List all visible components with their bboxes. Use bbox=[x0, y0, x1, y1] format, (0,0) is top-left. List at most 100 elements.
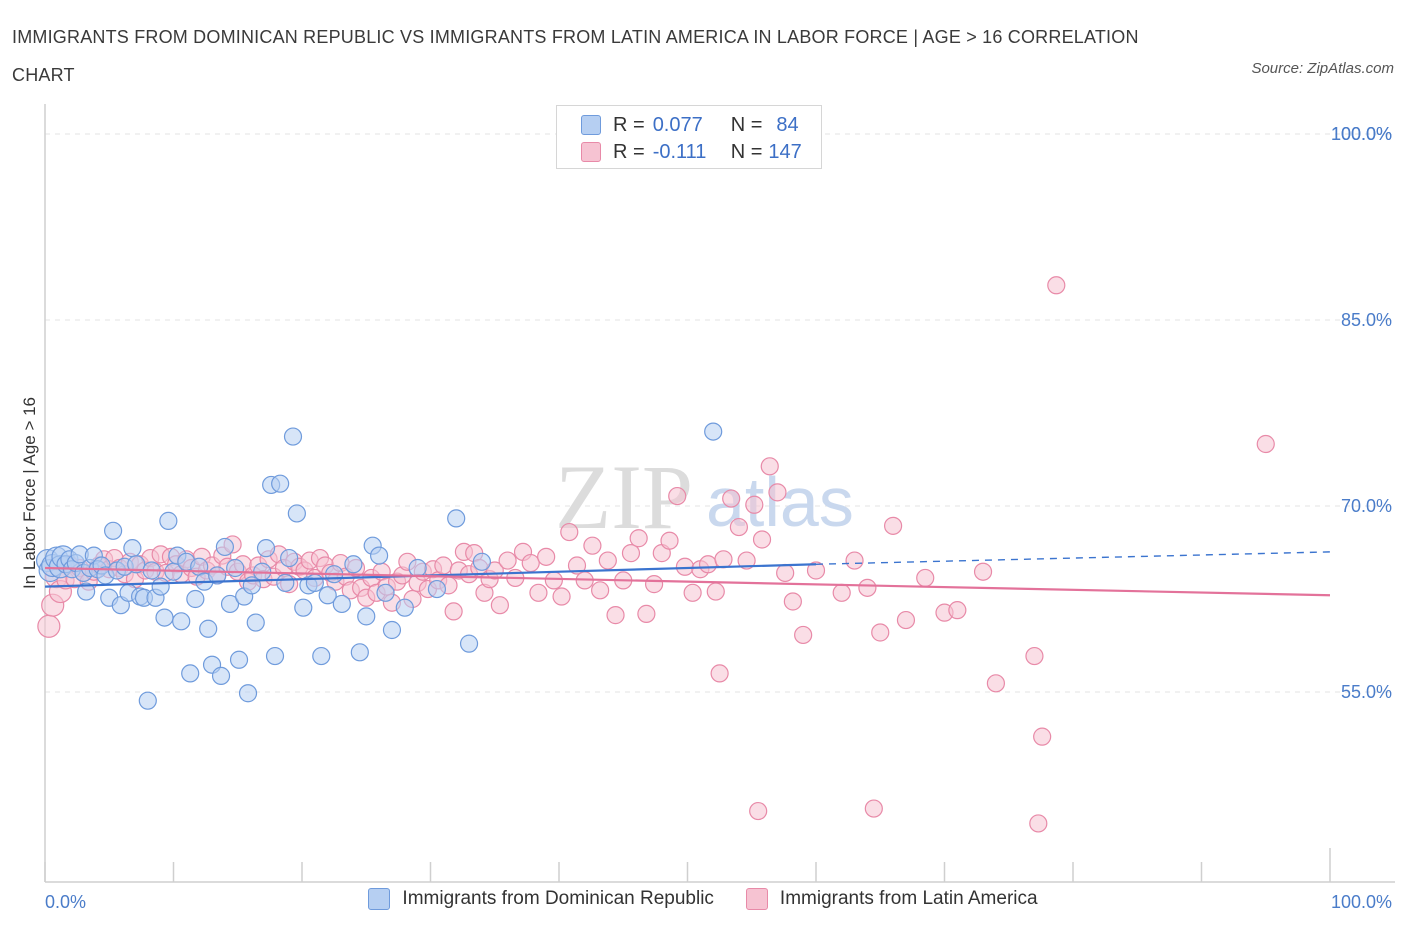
dominican-point bbox=[256, 539, 276, 558]
latin-america-point bbox=[973, 562, 993, 581]
dominican-point bbox=[280, 548, 299, 568]
latin-america-point bbox=[434, 556, 453, 575]
legend-swatch-pink bbox=[581, 142, 601, 162]
dominican-point bbox=[427, 579, 447, 599]
latin-america-point bbox=[552, 587, 571, 606]
dominican-point bbox=[276, 573, 295, 592]
dominican-point bbox=[332, 594, 351, 614]
series-dominican-points bbox=[35, 422, 723, 710]
dominican-point bbox=[215, 537, 234, 557]
dominican-point bbox=[77, 582, 96, 601]
dominican-point bbox=[172, 612, 191, 631]
latin-america-point bbox=[845, 551, 864, 570]
latin-america-point bbox=[722, 489, 741, 508]
latin-america-point bbox=[776, 563, 795, 583]
source-label: Source: ZipAtlas.com bbox=[1251, 60, 1394, 77]
dominican-point bbox=[312, 646, 331, 666]
latin-america-point bbox=[783, 592, 802, 611]
dominican-trend-extension bbox=[815, 551, 1331, 565]
latin-america-point bbox=[749, 801, 768, 821]
y-axis-label: In Labor Force | Age > 16 bbox=[20, 397, 39, 589]
latin-america-point bbox=[710, 664, 729, 683]
latin-america-point bbox=[529, 583, 548, 602]
latin-america-point bbox=[621, 544, 641, 563]
latin-america-point bbox=[683, 583, 702, 602]
correlation-legend: R = 0.077 N = 84 R = -0.111 N = 147 bbox=[556, 105, 822, 169]
legend-r-label: R = bbox=[613, 113, 645, 136]
dominican-point bbox=[238, 684, 258, 703]
series-legend: Immigrants from Dominican Republic Immig… bbox=[0, 888, 1406, 910]
latin-america-point bbox=[606, 606, 625, 625]
legend-r-label: R = bbox=[613, 140, 645, 163]
latin-america-point bbox=[37, 614, 61, 638]
latin-america-point bbox=[521, 553, 540, 573]
latin-america-point bbox=[498, 551, 517, 570]
legend-r-value: -0.111 bbox=[652, 140, 707, 163]
latin-america-point bbox=[644, 575, 664, 594]
dominican-point bbox=[305, 573, 324, 592]
latin-america-point bbox=[444, 602, 463, 621]
dominican-point bbox=[246, 613, 265, 632]
y-tick-label: 55.0% bbox=[1341, 682, 1392, 702]
legend-label-latin-america: Immigrants from Latin America bbox=[779, 888, 1038, 909]
dominican-point bbox=[229, 650, 249, 669]
latin-america-point bbox=[637, 604, 656, 623]
y-tick-label: 100.0% bbox=[1331, 124, 1392, 144]
legend-swatch-pink bbox=[745, 888, 768, 910]
trend-lines bbox=[44, 551, 1331, 597]
latin-america-point bbox=[591, 581, 610, 600]
dominican-point bbox=[318, 586, 337, 605]
dominican-point bbox=[186, 589, 205, 609]
legend-n-value: 84 bbox=[776, 113, 799, 136]
legend-n-label: N = bbox=[730, 113, 763, 136]
dominican-point bbox=[151, 577, 170, 596]
dominican-point bbox=[271, 474, 290, 493]
latin-america-point bbox=[768, 483, 787, 502]
dominican-point bbox=[211, 666, 231, 685]
dominican-point bbox=[344, 555, 363, 574]
dominican-point bbox=[226, 558, 245, 578]
latin-america-point bbox=[737, 551, 756, 570]
dominican-point bbox=[370, 546, 389, 565]
latin-america-point bbox=[883, 516, 903, 535]
latin-america-point bbox=[629, 529, 648, 548]
latin-america-point bbox=[714, 550, 733, 569]
y-tick-label: 100.0% bbox=[1331, 124, 1392, 144]
latin-america-point bbox=[1047, 276, 1066, 295]
legend-swatch-blue bbox=[368, 888, 391, 910]
latin-america-point bbox=[871, 623, 890, 642]
latin-america-point bbox=[598, 551, 617, 570]
dominican-point bbox=[408, 558, 427, 578]
latin-america-point bbox=[896, 610, 916, 630]
y-tick-label: 85.0% bbox=[1341, 310, 1392, 330]
latin-america-point bbox=[675, 557, 695, 576]
legend-swatch-blue bbox=[581, 115, 601, 135]
latin-america-point bbox=[1256, 434, 1275, 454]
latin-america-point bbox=[729, 517, 749, 537]
latin-america-point bbox=[752, 530, 772, 549]
dominican-point bbox=[447, 509, 466, 528]
dominican-point bbox=[104, 521, 123, 540]
dominican-point bbox=[220, 594, 240, 614]
latin-america-point bbox=[698, 555, 718, 574]
axes bbox=[44, 104, 1395, 883]
dominican-point bbox=[138, 691, 157, 710]
dominican-point bbox=[181, 664, 200, 683]
dominican-point bbox=[704, 422, 723, 441]
dominican-point bbox=[283, 427, 303, 446]
latin-america-point bbox=[668, 486, 687, 506]
dominican-point bbox=[287, 504, 306, 523]
latin-america-point bbox=[858, 578, 877, 597]
latin-america-point bbox=[760, 457, 779, 476]
latin-america-point bbox=[660, 531, 679, 550]
x-tick-label: 0.0% bbox=[45, 892, 86, 912]
legend-n-label: N = bbox=[730, 140, 763, 163]
dominican-point bbox=[199, 619, 218, 638]
dominican-point bbox=[472, 552, 491, 571]
latin-america-point bbox=[794, 625, 813, 645]
dominican-point bbox=[127, 555, 146, 574]
dominican-point bbox=[382, 620, 402, 640]
gridlines bbox=[45, 133, 1395, 693]
latin-america-point bbox=[560, 522, 579, 542]
